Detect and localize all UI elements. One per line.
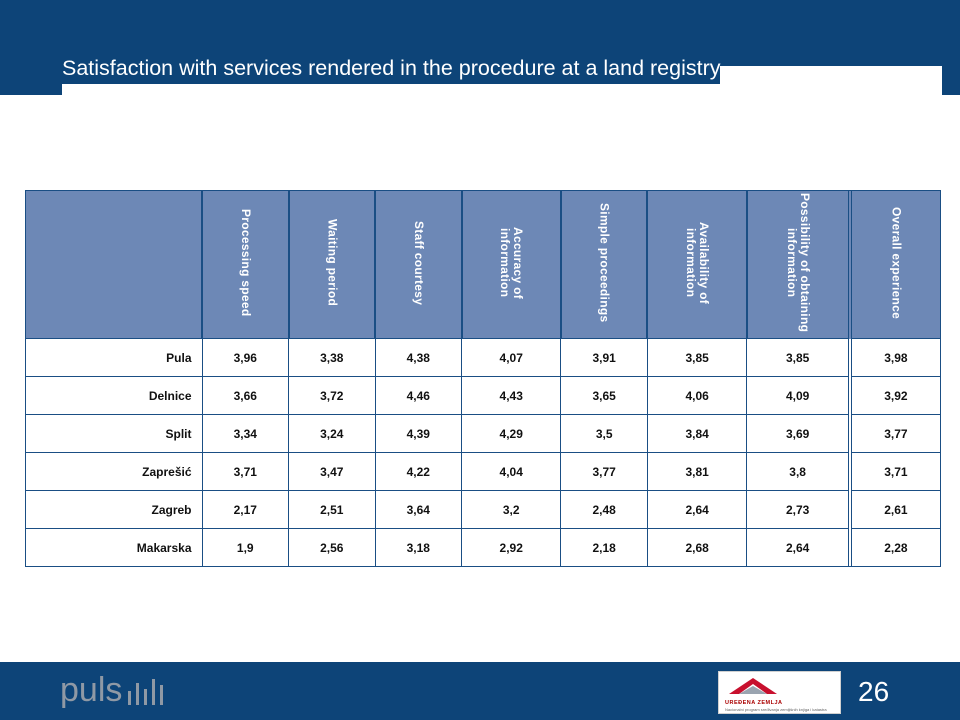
table-cell: 3,47 (288, 452, 375, 491)
table-cell: 2,64 (646, 490, 747, 529)
column-header-label: Accuracy of information (498, 227, 526, 299)
table-cell: 2,73 (746, 490, 850, 529)
column-header-label: Waiting period (325, 219, 340, 307)
table-cell: 2,18 (560, 528, 648, 566)
column-header-label: Simple proceedings (597, 203, 612, 323)
row-label-city: Split (26, 414, 202, 453)
table-cell: 3,66 (201, 376, 289, 415)
table-corner-cell (26, 191, 202, 339)
table-cell: 3,85 (746, 338, 850, 377)
table-row: Pula 3,96 3,38 4,38 4,07 3,91 3,85 3,85 3,98 (26, 338, 940, 377)
table-cell: 3,38 (288, 338, 375, 377)
table-cell: 4,22 (374, 452, 462, 491)
table-cell: 3,5 (560, 414, 648, 453)
table-cell: 2,64 (746, 528, 850, 566)
column-header: Processing speed (201, 191, 289, 339)
table-header-row: Processing speed Waiting period Staff cour… (26, 191, 940, 339)
satisfaction-table: Processing speed Waiting period Staff cour… (25, 190, 941, 567)
column-header-label: Availability of information (684, 221, 712, 305)
table-cell: 3,81 (646, 452, 747, 491)
puls-logo: puls (60, 670, 164, 710)
table-cell: 3,2 (460, 490, 561, 529)
slide-title: Satisfaction with services rendered in t… (62, 52, 721, 84)
table-cell: 3,72 (288, 376, 375, 415)
table-cell: 4,46 (374, 376, 462, 415)
table-cell: 4,29 (460, 414, 561, 453)
table-cell: 2,28 (847, 528, 940, 566)
table-cell: 4,38 (374, 338, 462, 377)
table-cell: 2,92 (460, 528, 561, 566)
table-row: Zagreb 2,17 2,51 3,64 3,2 2,48 2,64 2,73 2,61 (26, 490, 940, 529)
table-cell: 3,71 (847, 452, 940, 491)
slide-title-bar: Satisfaction with services rendered in t… (62, 52, 942, 98)
table-cell: 3,64 (374, 490, 462, 529)
table-cell: 3,92 (847, 376, 940, 415)
column-header: Waiting period (287, 191, 375, 339)
table-cell: 3,8 (746, 452, 850, 491)
table-cell: 3,77 (847, 414, 940, 453)
table-body: Pula 3,96 3,38 4,38 4,07 3,91 3,85 3,85 3,98 Deln… (26, 338, 940, 566)
column-header-label: Processing speed (238, 209, 253, 317)
table-cell: 3,65 (560, 376, 648, 415)
table-cell: 4,06 (646, 376, 747, 415)
table-cell: 2,68 (646, 528, 747, 566)
roof-icon (729, 678, 777, 694)
partner-logo-subtext: Nacionalni program sređivanja zemljišnih… (725, 707, 827, 712)
column-header-label: Overall experience (889, 206, 904, 320)
table-cell: 3,84 (646, 414, 747, 453)
uredena-zemlja-logo: UREĐENA ZEMLJA Nacionalni program sređiv… (718, 671, 841, 714)
row-label-city: Zagreb (26, 490, 202, 529)
table-cell: 3,98 (847, 338, 940, 377)
table-cell: 2,61 (847, 490, 940, 529)
table-cell: 2,17 (201, 490, 289, 529)
table-cell: 3,69 (746, 414, 850, 453)
table-cell: 3,71 (201, 452, 289, 491)
column-header: Accuracy of information (460, 191, 561, 339)
table-row: Delnice 3,66 3,72 4,46 4,43 3,65 4,06 4,09 3,92 (26, 376, 940, 415)
table-cell: 3,18 (374, 528, 462, 566)
partner-logo-text: UREĐENA ZEMLJA (725, 700, 783, 706)
column-header-label: Staff courtesy (411, 220, 426, 306)
column-header: Simple proceedings (559, 191, 648, 339)
puls-bars-icon (128, 675, 164, 705)
table-cell: 3,91 (560, 338, 648, 377)
row-label-city: Pula (26, 338, 202, 377)
table-cell: 4,09 (746, 376, 850, 415)
table-cell: 2,48 (560, 490, 648, 529)
column-header: Overall experience (847, 191, 940, 339)
table-row: Makarska 1,9 2,56 3,18 2,92 2,18 2,68 2,64 2,28 (26, 528, 940, 566)
table-cell: 4,04 (460, 452, 561, 491)
table-cell: 4,39 (374, 414, 462, 453)
table-cell: 3,24 (288, 414, 375, 453)
puls-logo-text: puls (60, 671, 123, 709)
page-number: 26 (858, 676, 890, 707)
table-cell: 1,9 (201, 528, 289, 566)
table-row: Split 3,34 3,24 4,39 4,29 3,5 3,84 3,69 3,77 (26, 414, 940, 453)
table-cell: 3,34 (201, 414, 289, 453)
column-header: Possibility of obtaining information (745, 191, 850, 339)
row-label-city: Makarska (26, 528, 202, 566)
table-cell: 3,77 (560, 452, 648, 491)
column-header: Staff courtesy (374, 191, 462, 339)
table-row: Zaprešić 3,71 3,47 4,22 4,04 3,77 3,81 3,8 3,71 (26, 452, 940, 491)
column-header: Availability of information (646, 191, 747, 339)
row-label-city: Delnice (26, 376, 202, 415)
table-cell: 3,85 (646, 338, 747, 377)
row-label-city: Zaprešić (26, 452, 202, 491)
table-cell: 3,96 (201, 338, 289, 377)
table-cell: 4,07 (460, 338, 561, 377)
table-cell: 2,51 (288, 490, 375, 529)
table-cell: 2,56 (288, 528, 375, 566)
column-header-label: Possibility of obtaining information (784, 193, 812, 333)
table-cell: 4,43 (460, 376, 561, 415)
